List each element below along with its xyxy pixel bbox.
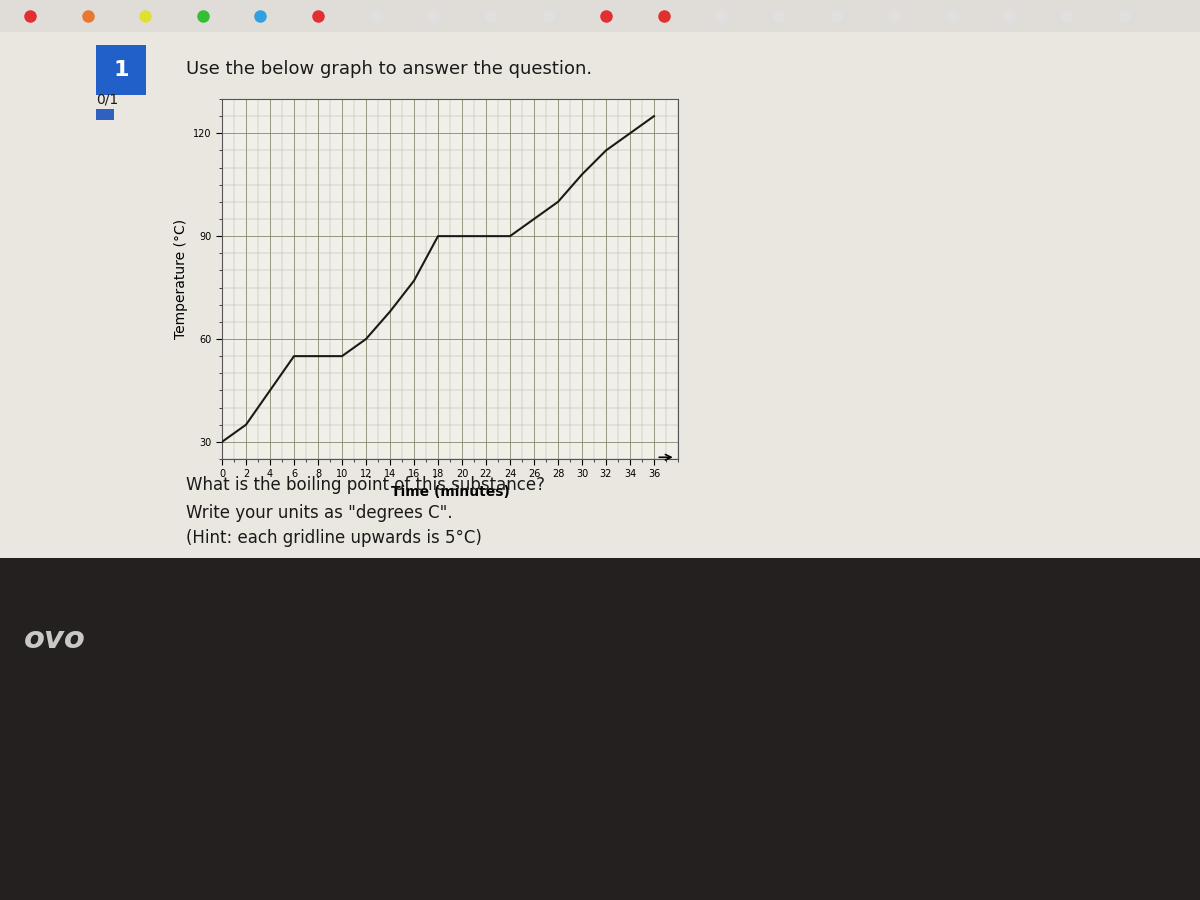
X-axis label: Time (minutes): Time (minutes) — [390, 485, 510, 499]
Text: What is the boiling point of this substance?: What is the boiling point of this substa… — [186, 476, 545, 494]
Circle shape — [98, 48, 144, 92]
Text: 1: 1 — [114, 59, 128, 80]
Text: Write your units as "degrees C".: Write your units as "degrees C". — [186, 503, 452, 521]
Text: (Hint: each gridline upwards is 5°C): (Hint: each gridline upwards is 5°C) — [186, 528, 482, 546]
Y-axis label: Temperature (°C): Temperature (°C) — [174, 219, 187, 339]
Y-axis label: Temperature (°C): Temperature (°C) — [160, 667, 166, 715]
Text: 0/1: 0/1 — [96, 93, 119, 106]
Text: Show Your Work: Show Your Work — [215, 580, 355, 595]
X-axis label: Time (minutes): Time (minutes) — [276, 776, 336, 782]
Text: Use the below graph to answer the question.: Use the below graph to answer the questi… — [186, 59, 592, 77]
Text: ovo: ovo — [24, 625, 86, 654]
